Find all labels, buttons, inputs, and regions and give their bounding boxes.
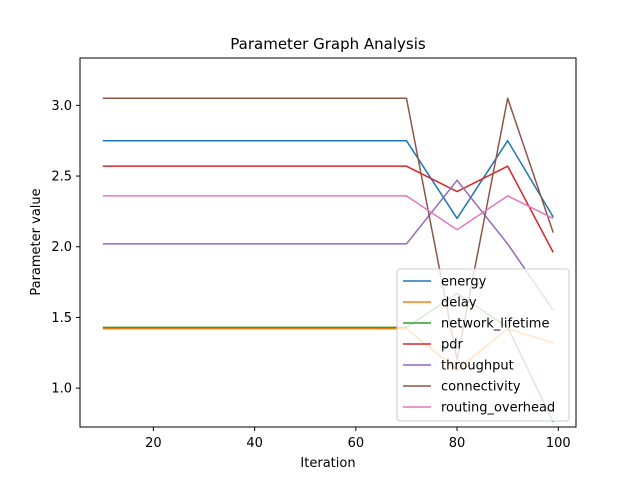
x-tick-label: 60: [348, 436, 365, 451]
legend-label-network_lifetime: network_lifetime: [441, 317, 549, 332]
chart-title: Parameter Graph Analysis: [230, 35, 426, 53]
legend-label-throughput: throughput: [441, 359, 514, 374]
series-line-energy: [102, 139, 554, 220]
legend-label-delay: delay: [441, 296, 477, 311]
legend-box: [396, 268, 570, 422]
series-line-throughput: [102, 179, 554, 311]
x-tick-label: 20: [145, 436, 162, 451]
y-axis: 1.0 1.5 2.0 2.5 3.0: [51, 99, 80, 397]
x-axis: 20 40 60 80 100: [145, 427, 571, 451]
series-line-pdr: [102, 165, 554, 253]
y-tick-label: 2.0: [51, 240, 72, 255]
y-tick-label: 3.0: [51, 99, 72, 114]
legend-label-routing_overhead: routing_overhead: [441, 401, 555, 416]
x-axis-title: Iteration: [300, 456, 355, 471]
y-axis-title: Parameter value: [29, 188, 44, 295]
y-tick-label: 1.0: [51, 382, 72, 397]
y-tick-label: 2.5: [51, 170, 72, 185]
x-tick-label: 80: [449, 436, 466, 451]
x-tick-label: 100: [546, 436, 571, 451]
axes-frame: [79, 57, 577, 428]
legend-label-connectivity: connectivity: [441, 380, 521, 395]
legend-label-pdr: pdr: [441, 338, 464, 353]
y-tick-label: 1.5: [51, 311, 72, 326]
x-tick-label: 40: [246, 436, 263, 451]
series-line-routing_overhead: [102, 195, 554, 231]
legend-label-energy: energy: [441, 275, 487, 290]
